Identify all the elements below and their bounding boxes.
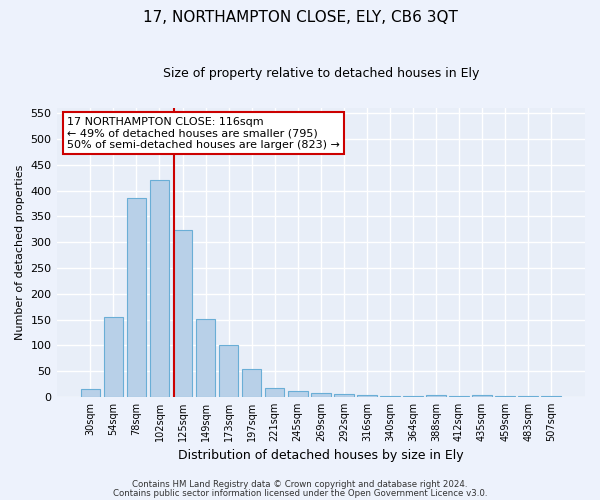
Bar <box>518 396 538 397</box>
Bar <box>149 180 169 397</box>
Bar <box>104 317 123 397</box>
Text: 17, NORTHAMPTON CLOSE, ELY, CB6 3QT: 17, NORTHAMPTON CLOSE, ELY, CB6 3QT <box>143 10 457 25</box>
Bar <box>541 396 561 397</box>
Bar <box>127 198 146 397</box>
Bar <box>496 396 515 397</box>
Text: Contains public sector information licensed under the Open Government Licence v3: Contains public sector information licen… <box>113 489 487 498</box>
Bar <box>426 395 446 397</box>
X-axis label: Distribution of detached houses by size in Ely: Distribution of detached houses by size … <box>178 450 464 462</box>
Bar <box>449 396 469 397</box>
Bar <box>334 394 353 397</box>
Bar <box>242 368 262 397</box>
Text: 17 NORTHAMPTON CLOSE: 116sqm
← 49% of detached houses are smaller (795)
50% of s: 17 NORTHAMPTON CLOSE: 116sqm ← 49% of de… <box>67 116 340 150</box>
Bar <box>219 346 238 397</box>
Bar <box>288 390 308 397</box>
Title: Size of property relative to detached houses in Ely: Size of property relative to detached ho… <box>163 68 479 80</box>
Bar <box>357 396 377 397</box>
Bar <box>472 395 492 397</box>
Bar <box>403 396 423 397</box>
Bar <box>380 396 400 397</box>
Bar <box>173 230 193 397</box>
Bar <box>196 318 215 397</box>
Bar <box>265 388 284 397</box>
Bar <box>80 389 100 397</box>
Bar <box>311 393 331 397</box>
Y-axis label: Number of detached properties: Number of detached properties <box>15 165 25 340</box>
Text: Contains HM Land Registry data © Crown copyright and database right 2024.: Contains HM Land Registry data © Crown c… <box>132 480 468 489</box>
